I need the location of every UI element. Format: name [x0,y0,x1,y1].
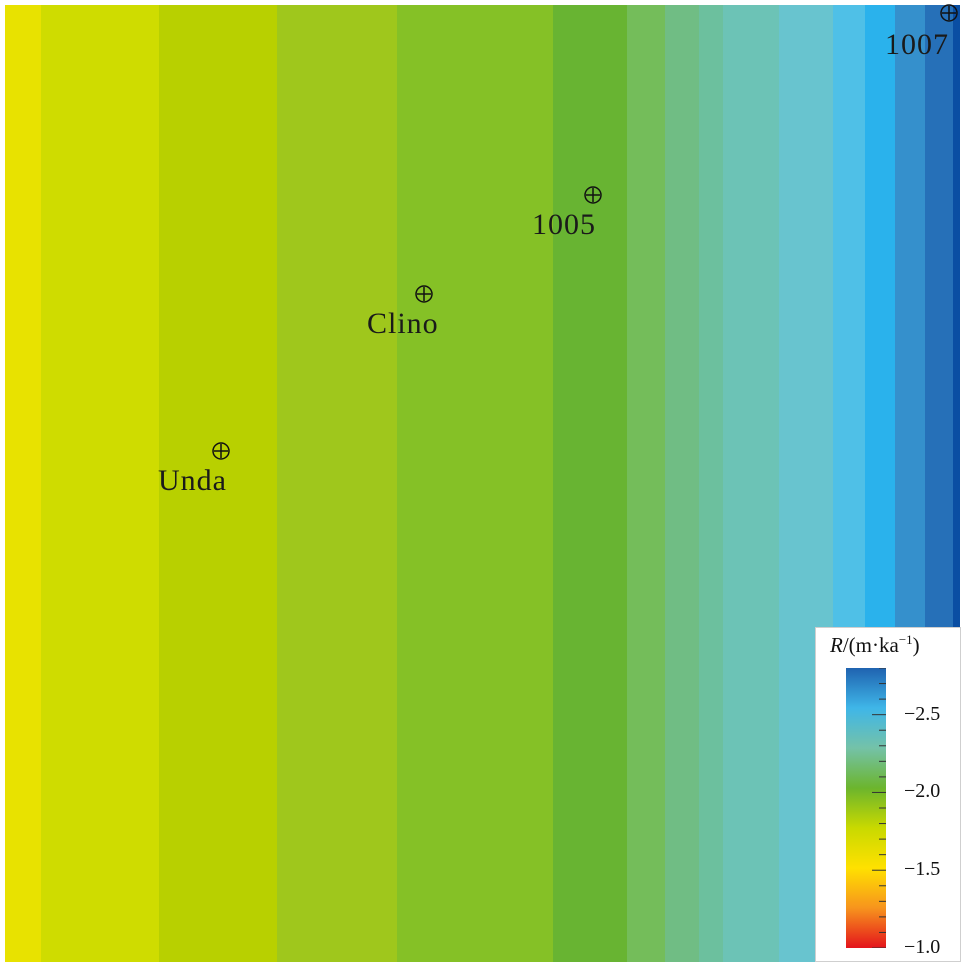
legend-title-variable: R [830,633,843,657]
well-label: Unda [158,464,227,497]
contour-band [159,5,277,962]
legend-tick-label: −2.0 [904,780,941,803]
legend-title: R/(m·ka−1) [830,632,920,658]
contour-band [277,5,397,962]
well-circle-plus-icon [940,4,958,22]
legend-title-unit: /(m·ka [842,633,899,657]
contour-band [5,5,41,962]
contour-band [699,5,723,962]
contour-band [553,5,627,962]
legend-colorbar [846,668,886,948]
legend-title-close: ) [912,633,920,657]
contour-band [627,5,665,962]
legend-tick-label: −1.5 [904,858,941,881]
well-circle-plus-icon [415,285,433,303]
contour-band [953,5,960,962]
well-label: Clino [367,307,439,340]
well-label: 1005 [532,208,596,241]
contour-band [41,5,159,962]
well-circle-plus-icon [212,442,230,460]
legend-title-exponent: −1 [898,632,913,647]
legend-tick-label: −1.0 [904,936,941,958]
well-circle-plus-icon [584,186,602,204]
contour-band [665,5,699,962]
contour-band [723,5,779,962]
legend-tick-label: −2.5 [904,702,941,725]
contour-band [397,5,553,962]
well-label: 1007 [885,28,949,61]
color-legend: R/(m·ka−1) −1.0 −1.5 −2.0 −2.5 [815,627,961,962]
